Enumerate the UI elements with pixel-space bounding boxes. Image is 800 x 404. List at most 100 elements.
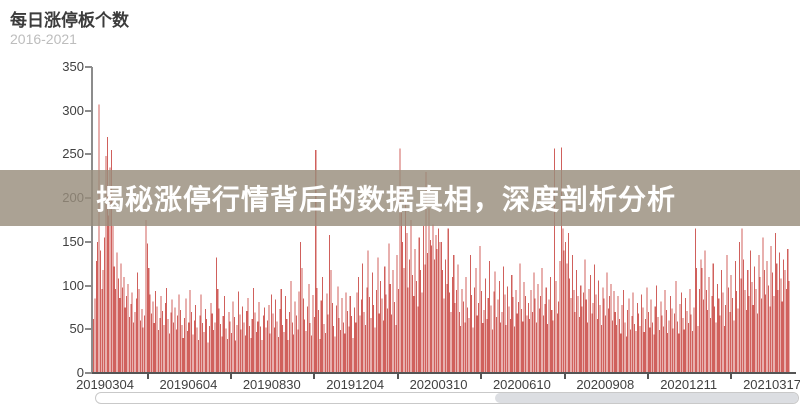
bar	[271, 294, 273, 373]
bar	[344, 333, 346, 373]
bar	[465, 276, 467, 373]
bar	[624, 322, 626, 373]
bar	[420, 269, 422, 373]
bar	[745, 310, 747, 373]
bar	[578, 317, 580, 373]
bar	[778, 252, 781, 373]
bar	[754, 266, 756, 373]
bar	[411, 275, 413, 373]
bar	[541, 268, 543, 373]
bar	[402, 241, 404, 373]
bar	[338, 317, 340, 373]
bar	[369, 296, 371, 373]
bar	[500, 322, 502, 373]
bar	[106, 136, 108, 373]
bar	[537, 283, 539, 373]
bar	[385, 294, 387, 373]
bar	[159, 317, 161, 373]
bar	[157, 330, 159, 373]
bar	[462, 301, 464, 373]
bar	[283, 331, 285, 373]
bar	[199, 315, 201, 373]
bar	[317, 310, 320, 373]
bar	[777, 289, 779, 373]
bar	[642, 307, 644, 373]
bar	[380, 281, 382, 373]
bar	[603, 298, 605, 373]
bar	[280, 289, 282, 373]
bar	[188, 322, 190, 373]
bar	[476, 315, 478, 373]
bar	[505, 324, 507, 373]
bar	[142, 327, 144, 373]
bar	[610, 283, 612, 373]
bar	[625, 336, 627, 373]
bar	[711, 296, 713, 373]
bar	[788, 281, 790, 373]
bar	[130, 303, 132, 373]
bar	[533, 272, 535, 373]
bar	[276, 321, 278, 373]
bar	[417, 306, 419, 373]
bar	[567, 233, 569, 373]
bar	[160, 296, 162, 373]
bar	[215, 257, 217, 373]
bar	[275, 299, 277, 373]
bar	[776, 263, 778, 373]
bar	[262, 315, 264, 373]
bar	[287, 339, 289, 373]
bar	[260, 326, 262, 373]
bar	[384, 266, 386, 373]
bar	[703, 299, 705, 373]
y-axis-label: 100	[62, 277, 84, 293]
bar	[665, 310, 667, 373]
bar	[435, 234, 437, 373]
bar	[587, 322, 589, 373]
bar	[518, 302, 520, 373]
bar	[558, 301, 560, 373]
bar	[156, 306, 158, 373]
bar	[424, 264, 426, 373]
scrollbar-thumb[interactable]	[495, 393, 798, 403]
bar	[195, 304, 197, 373]
bar	[433, 259, 435, 373]
bar	[469, 254, 471, 373]
bar	[635, 331, 637, 373]
bar	[127, 283, 129, 373]
bar	[342, 322, 344, 373]
bar	[442, 269, 444, 373]
bar	[186, 331, 188, 373]
bar	[398, 289, 400, 373]
bar	[200, 294, 202, 373]
bar	[315, 150, 317, 373]
bar	[139, 320, 141, 373]
bar	[319, 338, 321, 373]
bar	[636, 303, 638, 373]
scrollbar-track[interactable]	[95, 392, 799, 404]
bar	[498, 281, 500, 373]
bar	[461, 289, 463, 373]
bar	[116, 252, 118, 373]
bar	[727, 287, 729, 373]
bar	[120, 263, 122, 373]
bar	[663, 326, 665, 373]
x-axis-tick	[646, 374, 649, 379]
bar	[585, 299, 587, 373]
bar	[769, 306, 771, 373]
bar	[444, 259, 446, 373]
bar	[155, 290, 157, 373]
bar	[421, 292, 423, 373]
bar	[112, 226, 114, 373]
bar	[415, 281, 418, 373]
bar	[294, 301, 296, 373]
bar	[660, 301, 662, 373]
bar	[455, 289, 458, 373]
bar	[226, 338, 228, 373]
bar	[654, 306, 656, 373]
bar	[722, 292, 724, 373]
bar	[295, 315, 297, 373]
bar	[185, 298, 187, 373]
bar	[119, 297, 121, 373]
bar	[581, 306, 583, 373]
bar	[538, 308, 540, 373]
